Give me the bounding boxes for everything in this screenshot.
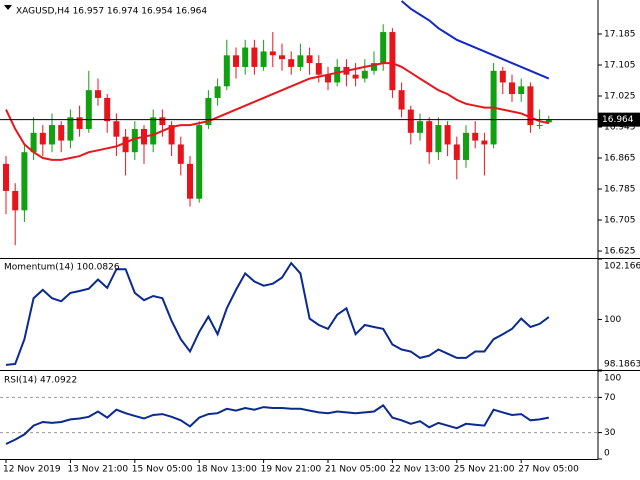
candle-body	[85, 90, 92, 129]
candle-body	[30, 132, 37, 153]
panel	[0, 396, 598, 445]
candle-body	[39, 132, 46, 145]
candle-body	[279, 55, 285, 60]
panel-title: XAGUSD,H4 16.957 16.974 16.954 16.964	[16, 7, 207, 17]
candle-body	[380, 32, 387, 64]
candle-body	[150, 117, 157, 145]
x-tick-label: 25 Nov 21:00	[454, 465, 515, 475]
candle-body	[371, 63, 377, 71]
candle-body	[453, 144, 460, 160]
candle-body	[389, 32, 396, 91]
candle-body	[315, 63, 322, 75]
candle-body	[3, 163, 9, 191]
y-tick-label: 16.865	[604, 154, 636, 164]
candle-body	[269, 51, 276, 56]
y-tick-label: 98.1863	[604, 360, 640, 370]
candle-body	[536, 125, 543, 127]
candle-body	[67, 117, 74, 141]
candle-body	[95, 90, 101, 98]
candle-body	[251, 47, 258, 67]
candle-body	[361, 70, 368, 79]
y-tick-label: 17.185	[604, 29, 636, 39]
candle-body	[417, 121, 423, 133]
panel-title: RSI(14) 47.0922	[4, 376, 77, 386]
y-tick-label: 100	[604, 374, 621, 384]
candle-body	[187, 163, 193, 199]
indicator-line	[400, 0, 550, 80]
last-price-box	[598, 112, 640, 127]
candle-body	[177, 144, 184, 164]
symbol-marker	[4, 5, 12, 10]
candle-body	[527, 86, 534, 126]
candle-body	[223, 55, 230, 87]
indicator-line	[5, 261, 550, 366]
candle-body	[334, 66, 341, 83]
x-tick-label: 27 Nov 05:00	[518, 465, 579, 475]
y-tick-label: 17.025	[604, 91, 636, 101]
candle-body	[426, 121, 433, 153]
y-tick-label: 70	[604, 393, 616, 403]
candle-body	[509, 82, 515, 95]
candle-body	[214, 86, 221, 98]
x-tick-label: 21 Nov 05:00	[325, 465, 386, 475]
indicator-line	[5, 403, 549, 445]
candle-body	[131, 128, 138, 153]
candle-body	[104, 97, 111, 122]
y-tick-label: 16.785	[604, 185, 636, 195]
x-tick-label: 22 Nov 13:00	[389, 465, 450, 475]
candle-body	[435, 125, 442, 153]
x-tick-label: 13 Nov 21:00	[67, 465, 128, 475]
candle-body	[196, 125, 203, 199]
candle-body	[113, 121, 120, 137]
candle-body	[76, 117, 83, 129]
x-tick-label: 12 Nov 2019	[3, 465, 61, 475]
y-tick-label: 100	[604, 315, 621, 325]
panel	[3, 0, 552, 246]
x-tick-label: 18 Nov 13:00	[196, 465, 257, 475]
candle-body	[21, 152, 28, 211]
y-tick-label: 102.1666	[604, 262, 640, 272]
candle-body	[205, 97, 212, 126]
candle-body	[518, 86, 525, 95]
candle-body	[325, 74, 331, 83]
last-price-label: 16.964	[602, 115, 634, 125]
x-tick-label: 19 Nov 21:00	[261, 465, 322, 475]
candle-body	[49, 125, 55, 145]
candle-body	[407, 109, 414, 133]
candle-body	[444, 125, 451, 145]
panel-title: Momentum(14) 100.0826	[4, 263, 120, 273]
x-tick-label: 15 Nov 05:00	[132, 465, 193, 475]
candle-body	[398, 90, 405, 110]
candle-body	[297, 55, 304, 67]
y-tick-label: 16.945	[604, 123, 636, 133]
y-tick-label: 30	[604, 428, 616, 438]
candle-body	[499, 70, 506, 83]
candle-body	[352, 74, 359, 79]
candle-body	[242, 47, 249, 67]
candle-body	[288, 59, 295, 67]
candle-body	[472, 132, 479, 141]
candle-body	[545, 119, 552, 123]
candle-body	[12, 190, 19, 211]
candle-body	[233, 55, 239, 67]
candle-body	[463, 132, 469, 160]
candle-body	[260, 51, 267, 67]
candle-body	[58, 125, 65, 141]
candle-body	[481, 140, 488, 145]
y-tick-label: 17.105	[604, 60, 636, 70]
y-tick-label: 0	[604, 449, 610, 459]
y-tick-label: 16.625	[604, 247, 636, 257]
indicator-line	[5, 62, 550, 161]
candle-body	[306, 55, 313, 64]
candle-body	[159, 117, 166, 126]
candle-body	[122, 136, 129, 153]
candle-body	[168, 125, 175, 145]
panel	[5, 261, 550, 366]
y-tick-label: 16.705	[604, 216, 636, 226]
